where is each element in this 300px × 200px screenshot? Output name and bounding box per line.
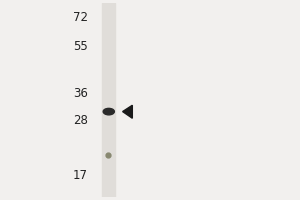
Text: 55: 55 xyxy=(74,40,88,53)
Text: 36: 36 xyxy=(73,87,88,100)
Polygon shape xyxy=(123,105,132,118)
Ellipse shape xyxy=(103,108,114,115)
Text: 72: 72 xyxy=(73,11,88,24)
Text: 17: 17 xyxy=(73,169,88,182)
Text: 28: 28 xyxy=(73,114,88,127)
Bar xyxy=(102,3,116,197)
